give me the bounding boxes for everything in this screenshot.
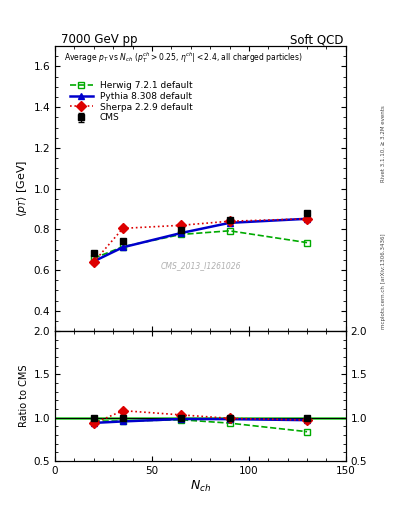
Text: CMS_2013_I1261026: CMS_2013_I1261026 xyxy=(160,261,241,270)
Legend: Herwig 7.2.1 default, Pythia 8.308 default, Sherpa 2.2.9 default, CMS: Herwig 7.2.1 default, Pythia 8.308 defau… xyxy=(68,79,195,124)
Sherpa 2.2.9 default xyxy=(305,216,309,222)
Sherpa 2.2.9 default xyxy=(121,225,125,231)
Pythia 8.308 default xyxy=(227,220,232,226)
Y-axis label: $\langle p_T\rangle$ [GeV]: $\langle p_T\rangle$ [GeV] xyxy=(15,160,29,217)
Text: Average $p_T$ vs $N_{ch}$ ($p_T^{ch}>$0.25, $\eta^{ch}|<$2.4, all charged partic: Average $p_T$ vs $N_{ch}$ ($p_T^{ch}>$0.… xyxy=(64,50,303,65)
Line: Pythia 8.308 default: Pythia 8.308 default xyxy=(90,216,310,265)
Y-axis label: Ratio to CMS: Ratio to CMS xyxy=(19,365,29,427)
Text: 7000 GeV pp: 7000 GeV pp xyxy=(61,33,138,46)
Text: mcplots.cern.ch [arXiv:1306.3436]: mcplots.cern.ch [arXiv:1306.3436] xyxy=(381,234,386,329)
Text: Soft QCD: Soft QCD xyxy=(290,33,344,46)
Pythia 8.308 default xyxy=(305,216,309,222)
Herwig 7.2.1 default xyxy=(305,240,309,246)
Pythia 8.308 default xyxy=(179,230,184,236)
Line: Herwig 7.2.1 default: Herwig 7.2.1 default xyxy=(90,227,310,262)
Pythia 8.308 default xyxy=(92,258,96,264)
Herwig 7.2.1 default xyxy=(92,255,96,261)
Sherpa 2.2.9 default xyxy=(92,259,96,265)
Herwig 7.2.1 default xyxy=(121,244,125,250)
Herwig 7.2.1 default xyxy=(179,231,184,238)
Text: Rivet 3.1.10, ≥ 3.2M events: Rivet 3.1.10, ≥ 3.2M events xyxy=(381,105,386,182)
Pythia 8.308 default xyxy=(121,244,125,250)
Sherpa 2.2.9 default xyxy=(179,222,184,228)
Sherpa 2.2.9 default xyxy=(227,218,232,224)
Herwig 7.2.1 default xyxy=(227,228,232,234)
X-axis label: $N_{ch}$: $N_{ch}$ xyxy=(190,478,211,494)
Line: Sherpa 2.2.9 default: Sherpa 2.2.9 default xyxy=(90,216,310,265)
